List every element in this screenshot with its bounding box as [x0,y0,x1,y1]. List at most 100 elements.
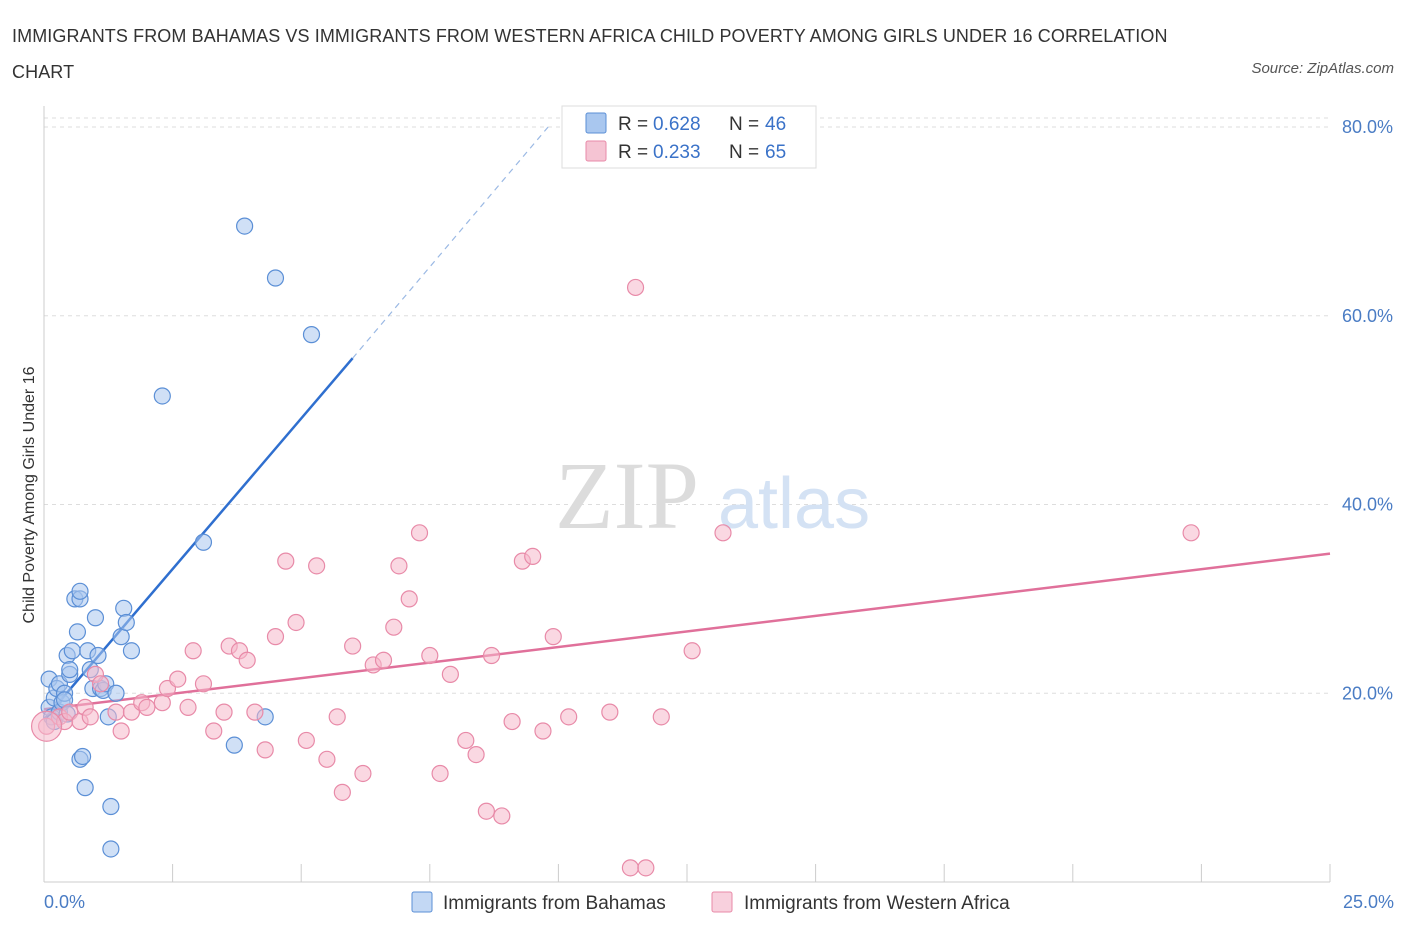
point-western-africa [683,642,701,660]
trend-line-western-africa [43,552,1331,711]
point-bahamas [76,779,94,797]
trend-line-bahamas-extension [352,126,549,359]
x-tick-label-max: 25.0% [1343,892,1394,912]
legend-swatch-bahamas [411,891,433,913]
point-western-africa [138,698,156,717]
point-western-africa [457,731,475,750]
point-western-africa [238,651,256,669]
chart-title: IMMIGRANTS FROM BAHAMAS VS IMMIGRANTS FR… [12,26,1168,82]
watermark-zip: ZIP [555,442,699,549]
point-bahamas [236,217,254,235]
watermark-atlas: atlas [718,464,870,544]
legend-swatch-western-africa [711,891,733,913]
point-western-africa [328,708,346,726]
point-western-africa-large [30,710,63,742]
point-western-africa [601,703,619,721]
point-bahamas [63,642,81,660]
point-western-africa [179,698,197,717]
chart-source: Source: ZipAtlas.com [1251,60,1394,77]
point-western-africa [354,764,372,783]
stats-legend-n-value-2: 65 [765,142,786,163]
trend-lines [43,126,1331,721]
point-western-africa [266,628,285,646]
y-tick-label: 80.0% [1342,117,1393,137]
point-western-africa [621,859,640,877]
point-western-africa [524,547,542,566]
series-bahamas [40,217,321,858]
stats-legend-r-value-1: 0.628 [653,114,701,135]
point-bahamas [61,661,79,679]
point-bahamas [266,269,285,287]
point-bahamas [68,623,87,641]
point-western-africa [482,646,501,665]
point-western-africa [169,670,187,688]
y-tick-label: 40.0% [1342,495,1393,515]
point-western-africa [215,703,233,721]
point-western-africa [297,731,315,750]
point-bahamas [194,533,213,551]
point-western-africa [431,764,449,783]
point-western-africa [256,741,274,759]
point-western-africa [344,637,362,655]
point-bahamas [89,646,107,665]
point-western-africa [107,703,125,721]
point-bahamas [117,613,135,632]
point-western-africa [637,859,655,877]
point-bahamas [107,684,125,702]
y-tick-labels: 20.0% 40.0% 60.0% 80.0% [1342,117,1393,703]
point-western-africa [421,646,439,665]
watermark: ZIP atlas [555,442,870,549]
point-bahamas [115,599,133,617]
point-western-africa [560,708,578,726]
point-bahamas [122,642,141,660]
point-western-africa [374,651,393,669]
point-western-africa [287,613,305,632]
stats-legend: R = 0.628 N = 46 R = 0.233 N = 65 [561,105,817,169]
x-tick-labels: 0.0% 25.0% [44,892,1394,912]
point-western-africa [410,524,429,542]
gridlines [44,117,1330,694]
point-western-africa [205,722,223,740]
point-western-africa [91,675,110,693]
point-western-africa [246,703,264,721]
stats-legend-swatch-blue [585,112,607,134]
point-western-africa [493,807,511,825]
point-western-africa [390,557,408,575]
points [30,132,1200,877]
stats-legend-r-value-2: 0.233 [653,142,701,163]
point-western-africa [626,278,645,297]
point-bahamas [71,582,89,600]
stats-legend-n-value-1: 46 [765,114,786,135]
stats-legend-n-label-1: N = [729,114,759,135]
stats-legend-swatch-pink [585,140,607,162]
legend-label-bahamas: Immigrants from Bahamas [443,893,666,914]
point-bahamas [302,326,321,344]
point-western-africa [477,802,495,820]
point-western-africa [112,722,130,740]
point-western-africa [400,590,418,608]
legend-label-western-africa: Immigrants from Western Africa [744,893,1010,914]
point-western-africa [318,750,336,768]
y-tick-label: 20.0% [1342,683,1393,703]
point-bahamas [153,387,171,405]
y-axis-title: Child Poverty Among Girls Under 16 [21,366,38,623]
bottom-legend: Immigrants from Bahamas Immigrants from … [411,891,1010,914]
point-western-africa [1182,524,1200,542]
stats-legend-r-label-1: R = [618,114,648,135]
stats-legend-n-label-2: N = [729,142,759,163]
point-western-africa [184,642,202,660]
point-western-africa [333,783,351,801]
point-western-africa [385,618,403,636]
x-tick-label-min: 0.0% [44,892,85,912]
point-bahamas [225,736,243,754]
stats-legend-r-label-2: R = [618,142,648,163]
point-western-africa [441,665,459,683]
point-western-africa [652,708,670,726]
point-western-africa [503,712,521,731]
point-western-africa [534,722,552,740]
y-tick-label: 60.0% [1342,306,1393,326]
point-western-africa [714,524,732,542]
point-western-africa [277,552,295,570]
point-bahamas [102,840,120,858]
